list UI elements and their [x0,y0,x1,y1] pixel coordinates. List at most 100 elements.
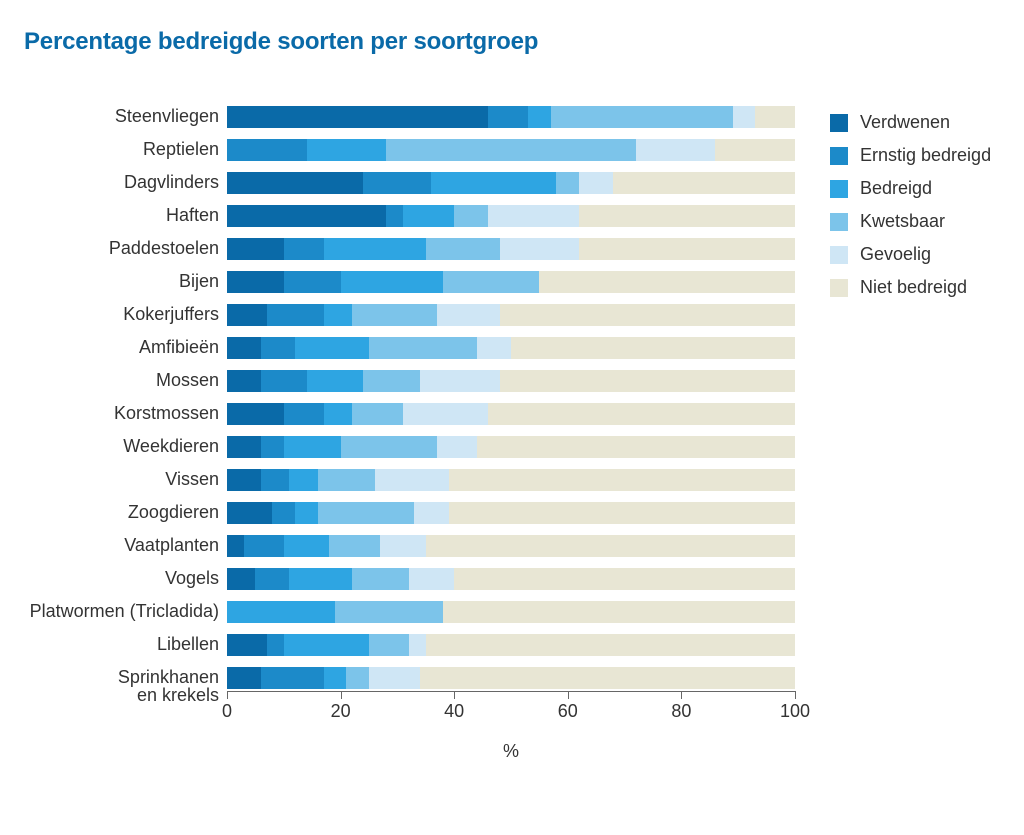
bar-segment-gevoelig [403,403,488,425]
bar-segment-niet_bedreigd [426,634,795,656]
bar-segment-kwetsbaar [551,106,733,128]
bar-segment-gevoelig [380,535,425,557]
bar-segment-kwetsbaar [341,436,438,458]
bar-segment-gevoelig [414,502,448,524]
bar-segment-gevoelig [636,139,716,161]
bar-segment-kwetsbaar [556,172,579,194]
bar-segment-kwetsbaar [426,238,500,260]
bar-track [227,403,795,425]
bar-track [227,139,795,161]
bar-segment-kwetsbaar [386,139,636,161]
chart-title: Percentage bedreigde soorten per soortgr… [24,28,1000,56]
legend: Verdwenen Ernstig bedreigd Bedreigd Kwetsba… [830,112,1000,310]
bar-row: Mossen [24,370,804,403]
legend-swatch [830,279,848,297]
page: Percentage bedreigde soorten per soortgr… [0,0,1024,835]
bar-segment-bedreigd [528,106,551,128]
bar-segment-ernstig_bedreigd [261,436,284,458]
category-label: Weekdieren [24,436,227,456]
legend-label: Niet bedreigd [860,277,967,298]
bar-row: Haften [24,205,804,238]
bar-segment-kwetsbaar [352,403,403,425]
bar-segment-verdwenen [227,106,488,128]
bar-track [227,634,795,656]
legend-label: Kwetsbaar [860,211,945,232]
bar-segment-ernstig_bedreigd [261,469,289,491]
x-axis-title: % [503,741,519,762]
bar-segment-niet_bedreigd [449,502,795,524]
bar-segment-bedreigd [324,667,347,689]
bar-segment-kwetsbaar [369,634,409,656]
bar-segment-bedreigd [341,271,443,293]
bar-segment-niet_bedreigd [511,337,795,359]
bar-row: Steenvliegen [24,106,804,139]
legend-item: Ernstig bedreigd [830,145,1000,166]
bar-segment-ernstig_bedreigd [267,304,324,326]
legend-swatch [830,147,848,165]
category-label: Kokerjuffers [24,304,227,324]
category-label: Vissen [24,469,227,489]
x-tick-label: 40 [444,701,464,722]
bar-segment-bedreigd [403,205,454,227]
bar-segment-bedreigd [431,172,556,194]
bar-segment-verdwenen [227,634,267,656]
legend-swatch [830,213,848,231]
bar-segment-niet_bedreigd [715,139,795,161]
bar-track [227,172,795,194]
legend-swatch [830,246,848,264]
bar-track [227,436,795,458]
bar-segment-verdwenen [227,238,284,260]
bar-segment-bedreigd [289,568,351,590]
bar-track [227,205,795,227]
legend-swatch [830,114,848,132]
legend-item: Niet bedreigd [830,277,1000,298]
bar-track [227,106,795,128]
bar-segment-bedreigd [284,535,329,557]
bar-segment-bedreigd [284,634,369,656]
bar-row: Amfibieën [24,337,804,370]
bar-row: Platwormen (Tricladida) [24,601,804,634]
bar-segment-bedreigd [289,469,317,491]
legend-item: Kwetsbaar [830,211,1000,232]
bar-segment-gevoelig [579,172,613,194]
bar-segment-kwetsbaar [352,304,437,326]
bar-segment-ernstig_bedreigd [261,370,306,392]
bar-row: Reptielen [24,139,804,172]
bar-segment-gevoelig [437,436,477,458]
bar-segment-kwetsbaar [352,568,409,590]
bar-segment-verdwenen [227,535,244,557]
bar-segment-gevoelig [409,568,454,590]
category-label: Platwormen (Tricladida) [24,601,227,621]
category-label: Libellen [24,634,227,654]
bar-segment-kwetsbaar [443,271,540,293]
bar-track [227,601,795,623]
legend-swatch [830,180,848,198]
bar-track [227,337,795,359]
bar-segment-niet_bedreigd [443,601,795,623]
bar-row: Paddestoelen [24,238,804,271]
bar-segment-verdwenen [227,667,261,689]
bar-segment-verdwenen [227,271,284,293]
legend-item: Bedreigd [830,178,1000,199]
category-label: Amfibieën [24,337,227,357]
bar-row: Zoogdieren [24,502,804,535]
bar-segment-kwetsbaar [346,667,369,689]
bar-segment-niet_bedreigd [449,469,795,491]
category-label: Steenvliegen [24,106,227,126]
bar-row: Sprinkhanenen krekels [24,667,804,700]
bar-segment-bedreigd [295,337,369,359]
bar-track [227,568,795,590]
bar-segment-gevoelig [420,370,500,392]
category-label: Dagvlinders [24,172,227,192]
bar-segment-niet_bedreigd [426,535,795,557]
category-label: Haften [24,205,227,225]
x-tick-label: 20 [331,701,351,722]
bar-segment-verdwenen [227,568,255,590]
bar-segment-ernstig_bedreigd [488,106,528,128]
bar-segment-verdwenen [227,469,261,491]
bar-segment-gevoelig [733,106,756,128]
bar-track [227,238,795,260]
bar-segment-niet_bedreigd [539,271,795,293]
legend-item: Verdwenen [830,112,1000,133]
x-axis: 020406080100% [227,691,795,771]
